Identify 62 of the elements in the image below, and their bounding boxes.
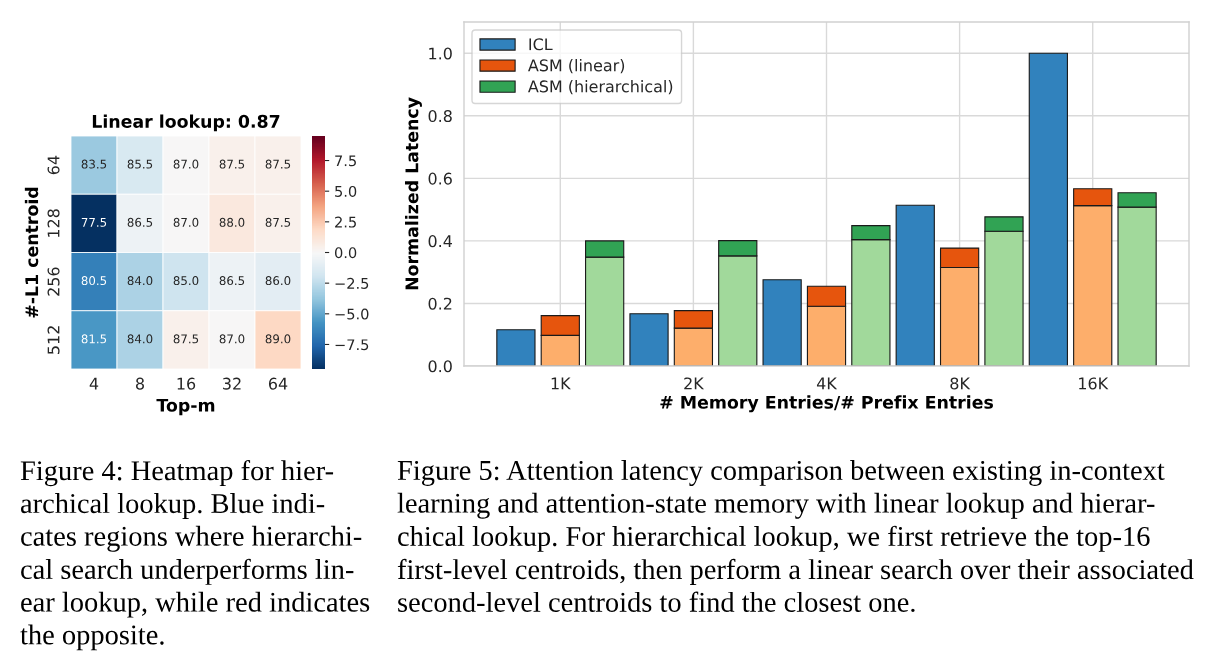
y-tick-label: 0.4 (428, 235, 452, 248)
y-tick-label: 1.0 (429, 47, 452, 60)
x-tick-label: 2K (684, 377, 705, 390)
annotation: 87.5 (265, 159, 291, 169)
y-tick-label: 512 (47, 326, 60, 354)
x-tick-label: 16 (177, 377, 196, 390)
color-bar-label: −5.0 (335, 308, 369, 320)
chart-title: Linear lookup: 0.87 (92, 114, 280, 132)
y-axis-title: Normalized Latency (404, 97, 422, 290)
y-tick-label: 0.2 (428, 297, 452, 310)
x-tick-label: 16K (1079, 377, 1109, 390)
x-tick-label: 4 (89, 377, 99, 390)
annotation: 85.0 (173, 276, 199, 286)
annotation: 84.0 (127, 334, 153, 344)
bar (1028, 52, 1068, 366)
annotation: 87.5 (265, 217, 291, 227)
y-tick-label: 0.8 (428, 110, 452, 123)
annotation: 86.5 (127, 217, 153, 227)
x-axis-title: Top-m (156, 398, 215, 416)
color-bar-label: −7.5 (335, 339, 369, 351)
caption: Figure 5: Attention latency comparison between existing in-context learning and attention-state memory with linear lookup and hierar- chical lookup. For hierarchical lookup, we first retrieve the top-16 first-level centroids, then perform a linear search over their associated second-level centroids to find the closest one. (397, 460, 1194, 613)
annotation: 85.5 (127, 159, 153, 169)
legend-label: ICL (529, 38, 553, 51)
annotation: 84.0 (127, 276, 153, 286)
y-tick-label: 0.0 (428, 360, 452, 373)
x-tick-label: 4K (816, 377, 838, 390)
color-bar-label: 5.0 (335, 185, 357, 197)
legend-label: ASM (hierarchical) (528, 80, 673, 95)
annotation: 87.5 (219, 159, 245, 169)
annotation: 89.0 (265, 334, 291, 344)
x-axis-title: # Memory Entries/# Prefix Entries (660, 395, 993, 413)
x-tick-label: 8K (950, 377, 971, 390)
y-axis-title: #-L1 centroid (24, 187, 39, 318)
x-tick-label: 64 (268, 377, 288, 390)
color-bar-label: 7.5 (335, 155, 356, 167)
annotation: 80.5 (81, 276, 107, 286)
annotation: 87.0 (219, 334, 245, 344)
annotation: 83.5 (81, 159, 107, 169)
annotation: 87.5 (173, 334, 199, 344)
bar (496, 329, 536, 366)
bar (629, 313, 669, 366)
x-tick-label: 32 (223, 377, 241, 390)
annotation: 87.0 (173, 217, 199, 227)
caption: Figure 4: Heatmap for hier- archical lookup. Blue indi- cates regions where hierarchi- cal search underperforms lin- ear lookup, while red indicates the opposite. (20, 460, 370, 651)
color-bar-label: 0.0 (334, 247, 357, 259)
annotation: 87.0 (173, 159, 199, 169)
annotation: 86.0 (265, 276, 291, 286)
annotation: 86.5 (219, 276, 245, 286)
y-tick-label: 128 (47, 209, 60, 237)
color-bar-label: −2.5 (335, 277, 369, 289)
y-tick-label: 256 (47, 267, 60, 296)
y-tick-label: 64 (47, 155, 60, 175)
annotation: 81.5 (81, 334, 107, 344)
bar (762, 279, 802, 366)
color-bar-label: 2.5 (335, 216, 356, 228)
legend-label: ASM (linear) (528, 59, 625, 74)
annotation: 88.0 (219, 217, 245, 227)
annotation: 77.5 (81, 218, 107, 227)
x-tick-label: 1K (551, 377, 571, 390)
y-tick-label: 0.6 (428, 172, 452, 185)
x-tick-label: 8 (136, 377, 144, 390)
bar (895, 204, 935, 366)
